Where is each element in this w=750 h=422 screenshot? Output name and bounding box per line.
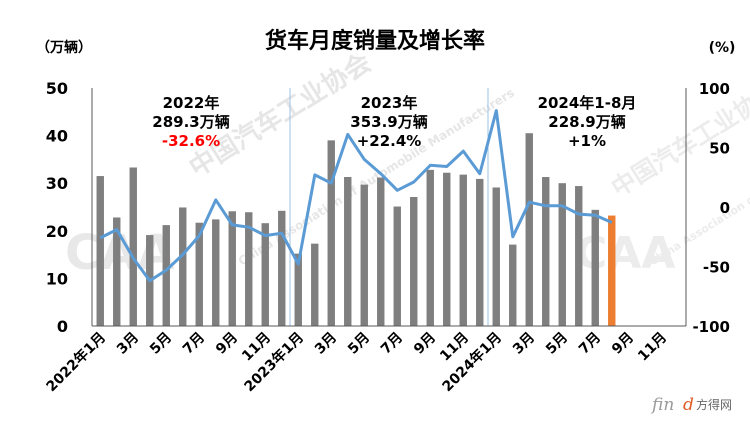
annotation-total-3: 228.9万辆	[548, 113, 625, 131]
x-tick-15: 5月	[543, 330, 571, 358]
source-logo-mid: d	[683, 395, 694, 415]
annotation-year-2: 2023年	[361, 94, 418, 112]
x-tick-10: 7月	[378, 330, 406, 358]
bar-21	[426, 169, 434, 326]
bar-3	[129, 167, 137, 326]
x-tick-2: 3月	[114, 330, 142, 358]
bar-18	[377, 177, 385, 326]
right-axis-unit: (%)	[709, 40, 736, 56]
bar-1	[96, 176, 104, 326]
x-tick-8: 3月	[312, 330, 340, 358]
bar-20	[410, 197, 418, 326]
bar-29	[558, 183, 566, 326]
bar-6	[179, 207, 187, 326]
y-left-tick-40: 40	[46, 127, 68, 146]
bar-32	[608, 215, 616, 326]
bar-8	[212, 219, 220, 326]
y-right-tick-100: 100	[699, 80, 730, 98]
bar-14	[311, 243, 319, 326]
annotation-total-2: 353.9万辆	[350, 113, 427, 131]
source-logo: fin d 方得网	[650, 395, 732, 415]
x-tick-1: 2022年1月	[43, 329, 109, 395]
bar-12	[278, 210, 286, 326]
bar-25	[492, 187, 500, 326]
y-left-tick-20: 20	[46, 222, 68, 241]
x-tick-14: 3月	[510, 330, 538, 358]
x-tick-11: 9月	[411, 330, 439, 358]
y-right-tick-50: 50	[709, 140, 730, 158]
bar-17	[360, 184, 368, 326]
annotation-total-1: 289.3万辆	[152, 113, 229, 131]
source-logo-prefix: fin	[650, 395, 674, 415]
bar-31	[591, 209, 599, 326]
y-axis-right: -100 -50 0 50 100	[685, 80, 730, 336]
bar-16	[344, 177, 352, 326]
annotation-growth-3: +1%	[568, 132, 606, 150]
y-left-tick-10: 10	[46, 269, 68, 288]
annotation-growth-1: -32.6%	[162, 132, 220, 150]
y-right-tick-0: 0	[720, 199, 730, 217]
bar-5	[162, 225, 170, 326]
bar-28	[542, 177, 550, 326]
y-axis-left: 0 10 20 30 40 50	[46, 79, 93, 336]
y-left-tick-50: 50	[46, 79, 68, 98]
bar-27	[525, 133, 533, 326]
bar-13	[294, 253, 302, 326]
x-tick-16: 7月	[576, 330, 604, 358]
y-right-tick-m50: -50	[703, 259, 730, 277]
y-left-tick-30: 30	[46, 174, 68, 193]
bar-22	[443, 172, 451, 326]
bar-15	[327, 140, 335, 326]
bar-11	[261, 223, 269, 326]
bar-7	[195, 222, 203, 326]
bar-2	[113, 217, 121, 326]
bar-24	[476, 178, 484, 326]
x-tick-9: 5月	[345, 330, 373, 358]
plot-area	[96, 88, 616, 326]
bar-10	[245, 212, 253, 326]
bar-19	[393, 206, 401, 326]
y-right-tick-m100: -100	[692, 318, 730, 336]
bar-9	[228, 211, 236, 326]
x-tick-18: 11月	[635, 330, 670, 365]
annotation-growth-2: +22.4%	[357, 132, 422, 150]
x-tick-17: 9月	[609, 330, 637, 358]
x-tick-3: 5月	[147, 330, 175, 358]
x-tick-4: 7月	[180, 330, 208, 358]
annotation-year-1: 2022年	[163, 94, 220, 112]
y-left-tick-0: 0	[57, 317, 68, 336]
bar-23	[459, 174, 467, 326]
bar-30	[575, 186, 583, 326]
annotation-year-3: 2024年1-8月	[538, 94, 637, 112]
source-logo-suffix: 方得网	[696, 397, 732, 412]
x-tick-5: 9月	[213, 330, 241, 358]
growth-line	[99, 109, 613, 283]
left-axis-unit: （万辆）	[36, 39, 92, 56]
chart-title: 货车月度销量及增长率	[265, 28, 485, 54]
bar-26	[509, 244, 517, 326]
